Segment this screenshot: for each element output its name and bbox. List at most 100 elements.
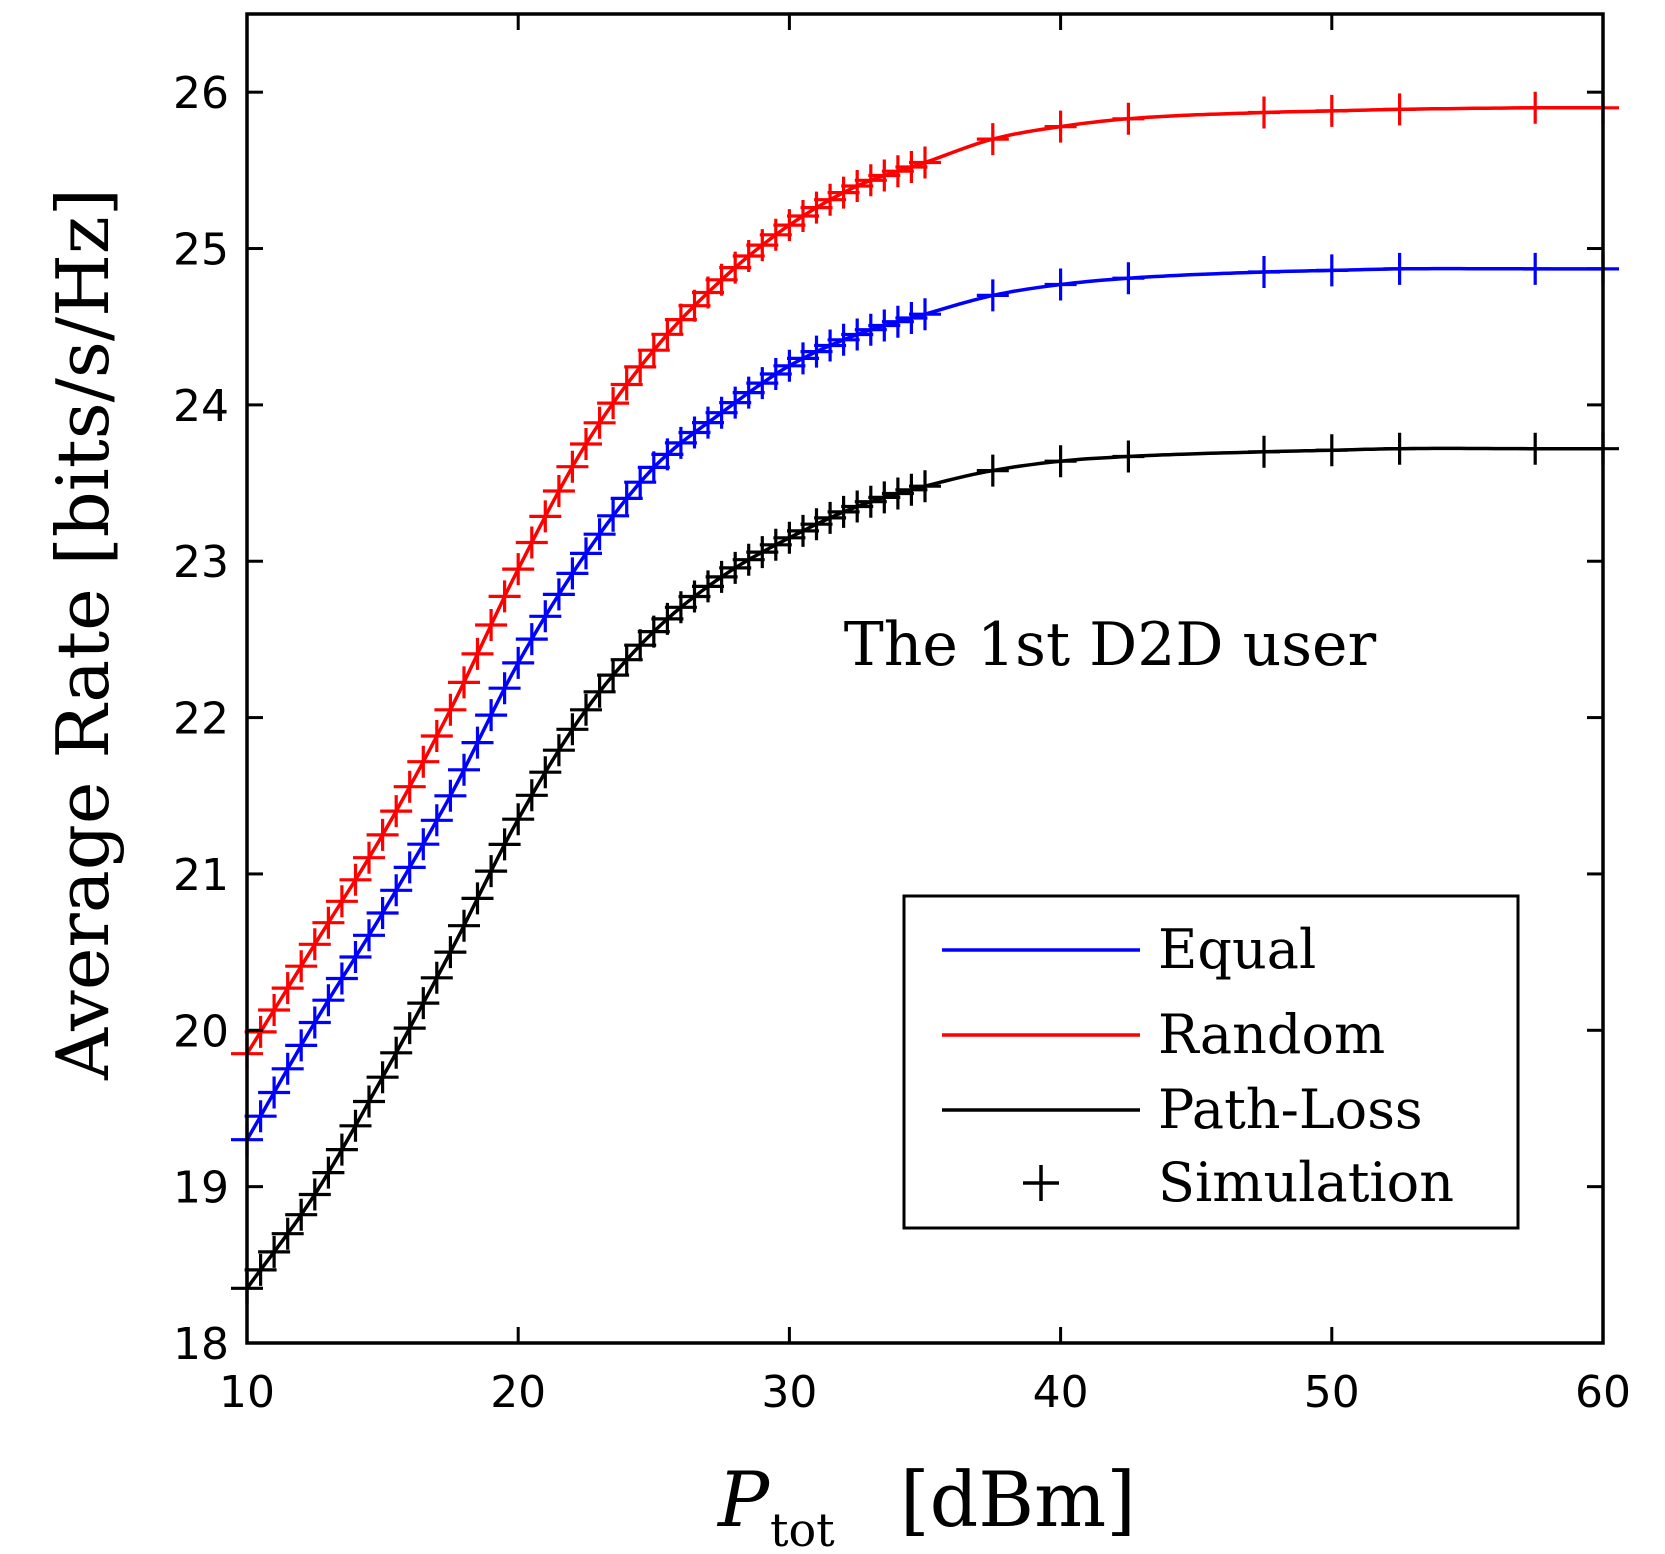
simulation-marker-random [814,183,847,216]
simulation-marker-path-loss [624,629,657,662]
simulation-marker-path-loss [529,756,562,789]
y-axis-label-text: Average Rate [bits/s/Hz] [41,188,125,1081]
simulation-marker-path-loss [909,470,941,503]
simulation-marker-path-loss [719,551,752,584]
simulation-marker-equal [380,874,413,907]
simulation-marker-random [434,693,467,726]
simulation-marker-random [827,176,860,209]
simulation-marker-random [651,318,684,351]
simulation-marker-path-loss [881,477,914,510]
simulation-marker-path-loss [434,936,467,969]
simulation-marker-equal [597,499,630,532]
simulation-marker-random [976,123,1009,156]
simulation-marker-path-loss [448,909,480,942]
simulation-marker-equal [502,646,535,679]
simulation-marker-equal [909,298,941,331]
simulation-marker-path-loss [895,473,928,506]
simulation-marker-equal [746,367,779,400]
simulation-marker-path-loss [1315,434,1348,467]
simulation-marker-random [380,795,413,828]
simulation-marker-path-loss [637,615,670,648]
axes-layer: 10 20 30 40 50 60 18 19 20 21 22 23 24 25 26 [173,12,1631,1418]
simulation-marker-random [420,720,453,752]
simulation-marker-random [258,994,291,1026]
simulation-marker-equal [1315,254,1348,287]
y-tick-label: 25 [173,225,229,276]
simulation-marker-equal [881,305,914,338]
chart-annotation: The 1st D2D user [844,610,1377,680]
plot-frame [245,12,1605,1345]
y-tick-label: 21 [173,850,229,901]
simulation-marker-path-loss [610,643,643,676]
simulation-marker-path-loss [475,855,508,888]
simulation-marker-random [597,387,630,420]
simulation-marker-random [285,950,318,983]
simulation-marker-equal [312,984,345,1017]
simulation-marker-random [366,818,399,851]
simulation-marker-random [502,553,535,586]
simulation-marker-path-loss [407,987,440,1020]
simulation-marker-equal [258,1076,291,1109]
simulation-marker-equal [1519,252,1552,285]
simulation-marker-random [637,334,670,367]
simulation-marker-path-loss [258,1235,291,1268]
simulation-marker-equal [814,329,847,362]
simulation-marker-equal [298,1006,331,1039]
simulation-marker-random [868,159,901,192]
series-random [231,91,1619,1070]
legend-swatch-simulation [1023,1165,1059,1201]
simulation-marker-path-loss [800,508,833,541]
x-tick-label: 20 [490,1367,546,1418]
simulation-marker-equal [624,466,657,499]
simulation-marker-equal [393,851,426,884]
simulation-marker-random [488,580,521,613]
simulation-marker-equal [529,600,562,633]
y-tick-label: 18 [173,1319,229,1370]
simulation-marker-random [556,450,589,483]
y-tick-label: 19 [173,1163,229,1214]
simulation-marker-path-loss [285,1198,318,1231]
simulation-marker-path-loss [976,454,1009,487]
y-tick-label: 22 [173,694,229,745]
simulation-marker-random [664,303,697,336]
simulation-marker-equal [556,557,589,590]
x-axis-label-unit: [dBm] [900,1455,1136,1544]
series-equal [231,252,1619,1156]
simulation-marker-path-loss [841,490,874,523]
simulation-marker-path-loss [515,779,548,812]
simulation-marker-equal [1044,268,1077,301]
simulation-marker-path-loss [488,828,521,861]
simulation-marker-equal [854,313,887,346]
simulation-marker-random [1248,96,1280,129]
x-tick-label: 50 [1304,1367,1360,1418]
simulation-marker-path-loss [502,803,535,836]
simulation-marker-equal [434,779,467,812]
simulation-marker-equal [759,358,792,390]
simulation-marker-path-loss [705,560,738,593]
simulation-marker-equal [570,537,602,570]
y-tick-label: 20 [173,1006,229,1057]
simulation-marker-equal [542,578,575,611]
simulation-marker-equal [1383,252,1416,285]
simulation-marker-equal [271,1052,304,1085]
simulation-marker-random [325,885,358,918]
simulation-marker-equal [448,753,480,786]
simulation-marker-path-loss [773,521,806,554]
simulation-marker-path-loss [366,1061,399,1094]
y-tick-label: 23 [173,537,229,588]
simulation-marker-random [244,1015,277,1048]
simulation-marker-equal [773,349,806,382]
y-tick-label: 24 [173,381,229,432]
simulation-marker-path-loss [393,1012,426,1045]
simulation-marker-equal [488,672,521,705]
simulation-marker-random [461,637,494,670]
y-tick-label: 26 [173,68,229,119]
simulation-marker-random [895,151,928,183]
simulation-marker-equal [583,518,616,551]
x-axis-label-sub: tot [770,1503,835,1554]
simulation-marker-equal [366,897,399,929]
simulation-marker-random [298,928,331,961]
simulation-marker-path-loss [570,693,602,726]
simulation-marker-path-loss [420,961,453,994]
simulation-marker-random [448,666,480,699]
